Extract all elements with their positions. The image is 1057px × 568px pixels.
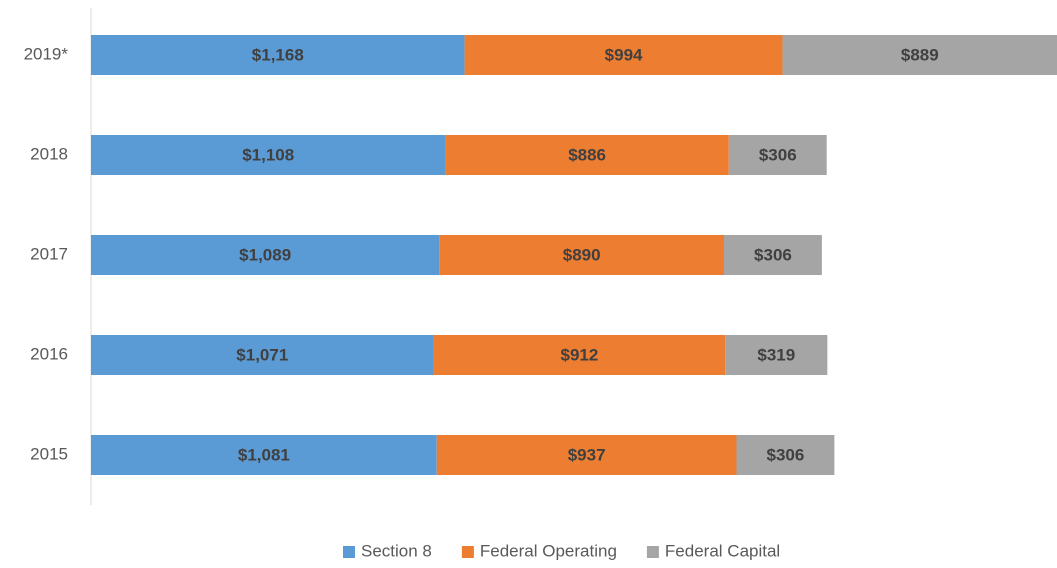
data-label: $1,089 — [239, 245, 291, 264]
legend-label: Section 8 — [361, 541, 432, 560]
bar-segment — [728, 135, 827, 175]
bar-segment — [736, 435, 835, 475]
bar-segment — [725, 335, 828, 375]
data-label: $319 — [757, 345, 795, 364]
bar-segment — [782, 35, 1057, 75]
y-tick-label: 2017 — [30, 244, 68, 263]
legend-label: Federal Operating — [480, 541, 617, 560]
data-label: $994 — [605, 45, 643, 64]
legend-swatch — [461, 546, 474, 558]
data-label: $1,108 — [242, 145, 294, 164]
data-label: $1,081 — [238, 445, 290, 464]
bar-segment — [91, 335, 434, 375]
data-label: $306 — [767, 445, 805, 464]
legend: Section 8 Federal Operating Federal Capita… — [343, 541, 780, 560]
legend-label: Federal Capital — [665, 541, 780, 560]
data-label: $890 — [563, 245, 601, 264]
data-label: $886 — [568, 145, 606, 164]
data-label: $1,168 — [252, 45, 304, 64]
bar-segment — [436, 435, 737, 475]
bar-segment — [433, 335, 726, 375]
bar-segment — [445, 135, 729, 175]
y-tick-label: 2016 — [30, 344, 68, 363]
data-label: $306 — [759, 145, 797, 164]
legend-swatch — [646, 546, 659, 558]
data-label: $1,071 — [236, 345, 288, 364]
legend-item: Section 8 — [343, 541, 432, 560]
y-tick-label: 2018 — [30, 144, 68, 163]
legend-item: Federal Capital — [646, 541, 780, 560]
y-tick-label: 2019* — [24, 44, 69, 63]
bar-segment — [724, 235, 822, 275]
data-label: $306 — [754, 245, 792, 264]
bar-segment — [91, 35, 465, 75]
bar-segment — [464, 35, 783, 75]
plot: 2019* $1,168 $994 $889 2018 $1,108 $886 $306 201… — [24, 35, 1057, 475]
y-tick-label: 2015 — [30, 444, 68, 463]
bar-segment — [91, 235, 440, 275]
bar-segment — [91, 435, 437, 475]
data-label: $937 — [568, 445, 606, 464]
data-label: $912 — [561, 345, 599, 364]
legend-item: Federal Operating — [461, 541, 617, 560]
bar-segment — [91, 135, 446, 175]
legend-swatch — [343, 546, 355, 558]
data-label: $889 — [901, 45, 939, 64]
bar-segment — [439, 235, 725, 275]
